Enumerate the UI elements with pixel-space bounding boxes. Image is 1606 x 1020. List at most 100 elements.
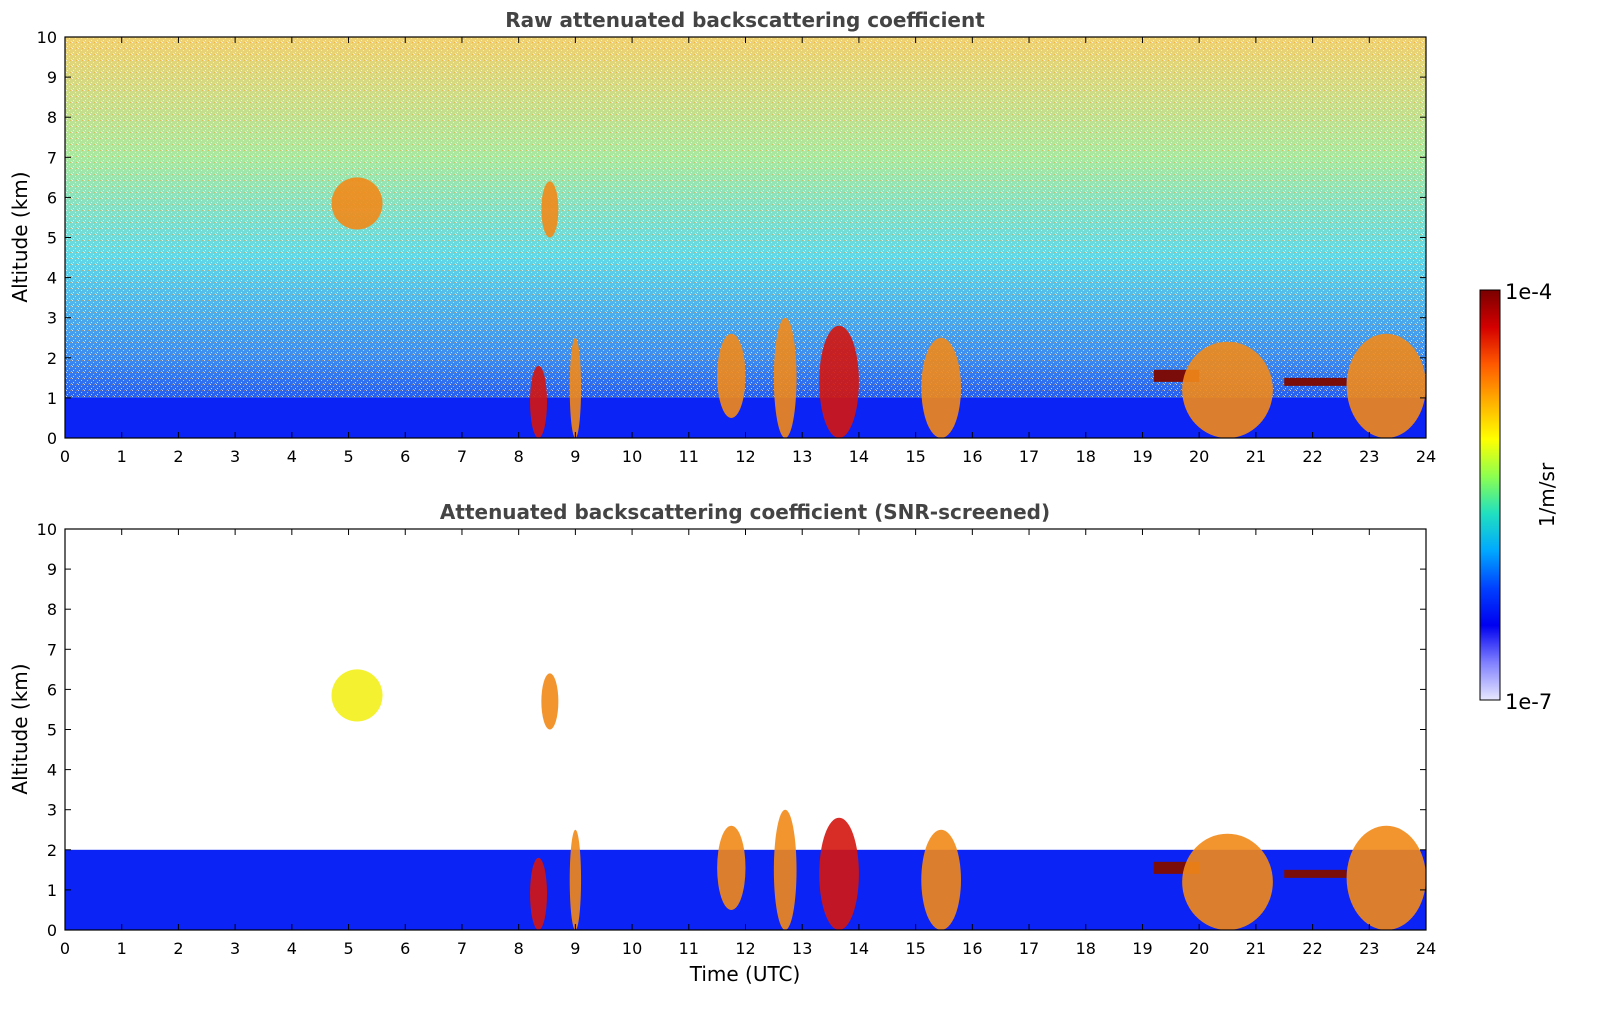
y-tick-label: 1	[47, 389, 57, 408]
cloud-top-layer	[1284, 377, 1347, 386]
chart-panel-screened: Attenuated backscattering coefficient (S…	[8, 500, 1436, 986]
x-tick-label: 6	[400, 939, 410, 958]
x-tick-label: 10	[622, 447, 642, 466]
x-tick-label: 20	[1189, 447, 1209, 466]
x-tick-label: 9	[570, 447, 580, 466]
colorbar-gradient	[1479, 289, 1501, 701]
x-tick-label: 9	[570, 939, 580, 958]
colorbar: 1e-4 1e-7 1/m/sr	[1479, 280, 1559, 714]
colorbar-bottom-label: 1e-7	[1505, 690, 1552, 714]
cirrus-patch	[331, 669, 383, 722]
x-tick-label: 16	[962, 939, 982, 958]
x-tick-label: 0	[60, 447, 70, 466]
x-tick-label: 2	[173, 447, 183, 466]
y-tick-label: 3	[47, 801, 57, 820]
cloud-column	[773, 317, 797, 438]
cloud-column	[1346, 333, 1426, 438]
x-tick-label: 11	[679, 447, 699, 466]
cloud-column	[717, 825, 746, 910]
x-tick-label: 23	[1359, 447, 1379, 466]
cloud-column	[717, 333, 746, 418]
cloud-column	[1346, 825, 1426, 930]
cloud-column	[773, 809, 797, 930]
y-tick-label: 5	[47, 721, 57, 740]
x-tick-label: 24	[1416, 447, 1436, 466]
chart-title: Raw attenuated backscattering coefficien…	[505, 8, 985, 32]
cirrus-patch	[541, 673, 559, 730]
x-tick-label: 0	[60, 939, 70, 958]
y-tick-label: 2	[47, 349, 57, 368]
y-tick-label: 2	[47, 841, 57, 860]
x-tick-label: 8	[514, 447, 524, 466]
chart-panel-raw: Raw attenuated backscattering coefficien…	[8, 8, 1436, 466]
y-tick-label: 8	[47, 108, 57, 127]
heatmap-area	[65, 37, 1426, 438]
colorbar-unit-label: 1/m/sr	[1535, 462, 1559, 527]
y-tick-label: 4	[47, 269, 57, 288]
x-axis-label: Time (UTC)	[689, 962, 801, 986]
x-tick-label: 12	[735, 939, 755, 958]
x-tick-label: 3	[230, 447, 240, 466]
x-tick-label: 6	[400, 447, 410, 466]
y-tick-label: 1	[47, 881, 57, 900]
cloud-column	[1182, 341, 1273, 438]
x-tick-label: 22	[1302, 447, 1322, 466]
y-tick-label: 10	[37, 28, 57, 47]
cirrus-patch	[541, 181, 559, 238]
x-tick-label: 4	[287, 939, 297, 958]
x-tick-label: 16	[962, 447, 982, 466]
x-tick-label: 17	[1019, 939, 1039, 958]
x-tick-label: 19	[1132, 447, 1152, 466]
colorbar-top-label: 1e-4	[1505, 280, 1552, 304]
cloud-column	[819, 325, 859, 438]
x-tick-label: 14	[849, 939, 869, 958]
cloud-column	[921, 337, 961, 438]
y-axis: 0 1 2 3 4 5 6 7 8 9 10	[37, 520, 1426, 940]
y-tick-label: 8	[47, 600, 57, 619]
x-tick-label: 17	[1019, 447, 1039, 466]
y-tick-label: 7	[47, 148, 57, 167]
x-tick-label: 13	[792, 939, 812, 958]
x-tick-label: 12	[735, 447, 755, 466]
x-tick-label: 8	[514, 939, 524, 958]
x-tick-label: 23	[1359, 939, 1379, 958]
cloud-column	[921, 829, 961, 930]
x-tick-label: 7	[457, 447, 467, 466]
y-tick-label: 6	[47, 680, 57, 699]
cloud-column	[530, 365, 548, 438]
y-axis-label: Altitude (km)	[8, 663, 32, 794]
x-tick-label: 3	[230, 939, 240, 958]
cloud-column	[530, 857, 548, 930]
x-tick-label: 5	[343, 939, 353, 958]
x-tick-label: 13	[792, 447, 812, 466]
y-tick-label: 0	[47, 921, 57, 940]
y-tick-label: 7	[47, 640, 57, 659]
chart-title: Attenuated backscattering coefficient (S…	[440, 500, 1050, 524]
y-axis: 0 1 2 3 4 5 6 7 8 9 10	[37, 28, 1426, 448]
y-tick-label: 9	[47, 68, 57, 87]
x-tick-label: 11	[679, 939, 699, 958]
y-tick-label: 4	[47, 761, 57, 780]
y-tick-label: 10	[37, 520, 57, 539]
y-tick-label: 6	[47, 188, 57, 207]
cloud-column	[1182, 833, 1273, 930]
x-tick-label: 19	[1132, 939, 1152, 958]
y-tick-label: 9	[47, 560, 57, 579]
cirrus-patch	[331, 177, 383, 230]
cloud-column	[819, 817, 859, 930]
x-axis: 0 1 2 3 4 5 6 7 8 9 10 11 12 13 14 15 16 17 18 19 20 21 22 23 24	[60, 529, 1436, 958]
y-tick-label: 5	[47, 229, 57, 248]
x-axis: 0 1 2 3 4 5 6 7 8 9 10 11 12 13 14 15 16 17 18 19 20 21 22 23 24	[60, 37, 1436, 466]
x-tick-label: 20	[1189, 939, 1209, 958]
heatmap-area	[65, 529, 1426, 930]
y-tick-label: 0	[47, 429, 57, 448]
x-tick-label: 21	[1246, 939, 1266, 958]
x-tick-label: 18	[1076, 939, 1096, 958]
cloud-features	[65, 669, 1426, 930]
cloud-column	[569, 337, 582, 438]
x-tick-label: 21	[1246, 447, 1266, 466]
x-tick-label: 7	[457, 939, 467, 958]
x-tick-label: 18	[1076, 447, 1096, 466]
x-tick-label: 24	[1416, 939, 1436, 958]
